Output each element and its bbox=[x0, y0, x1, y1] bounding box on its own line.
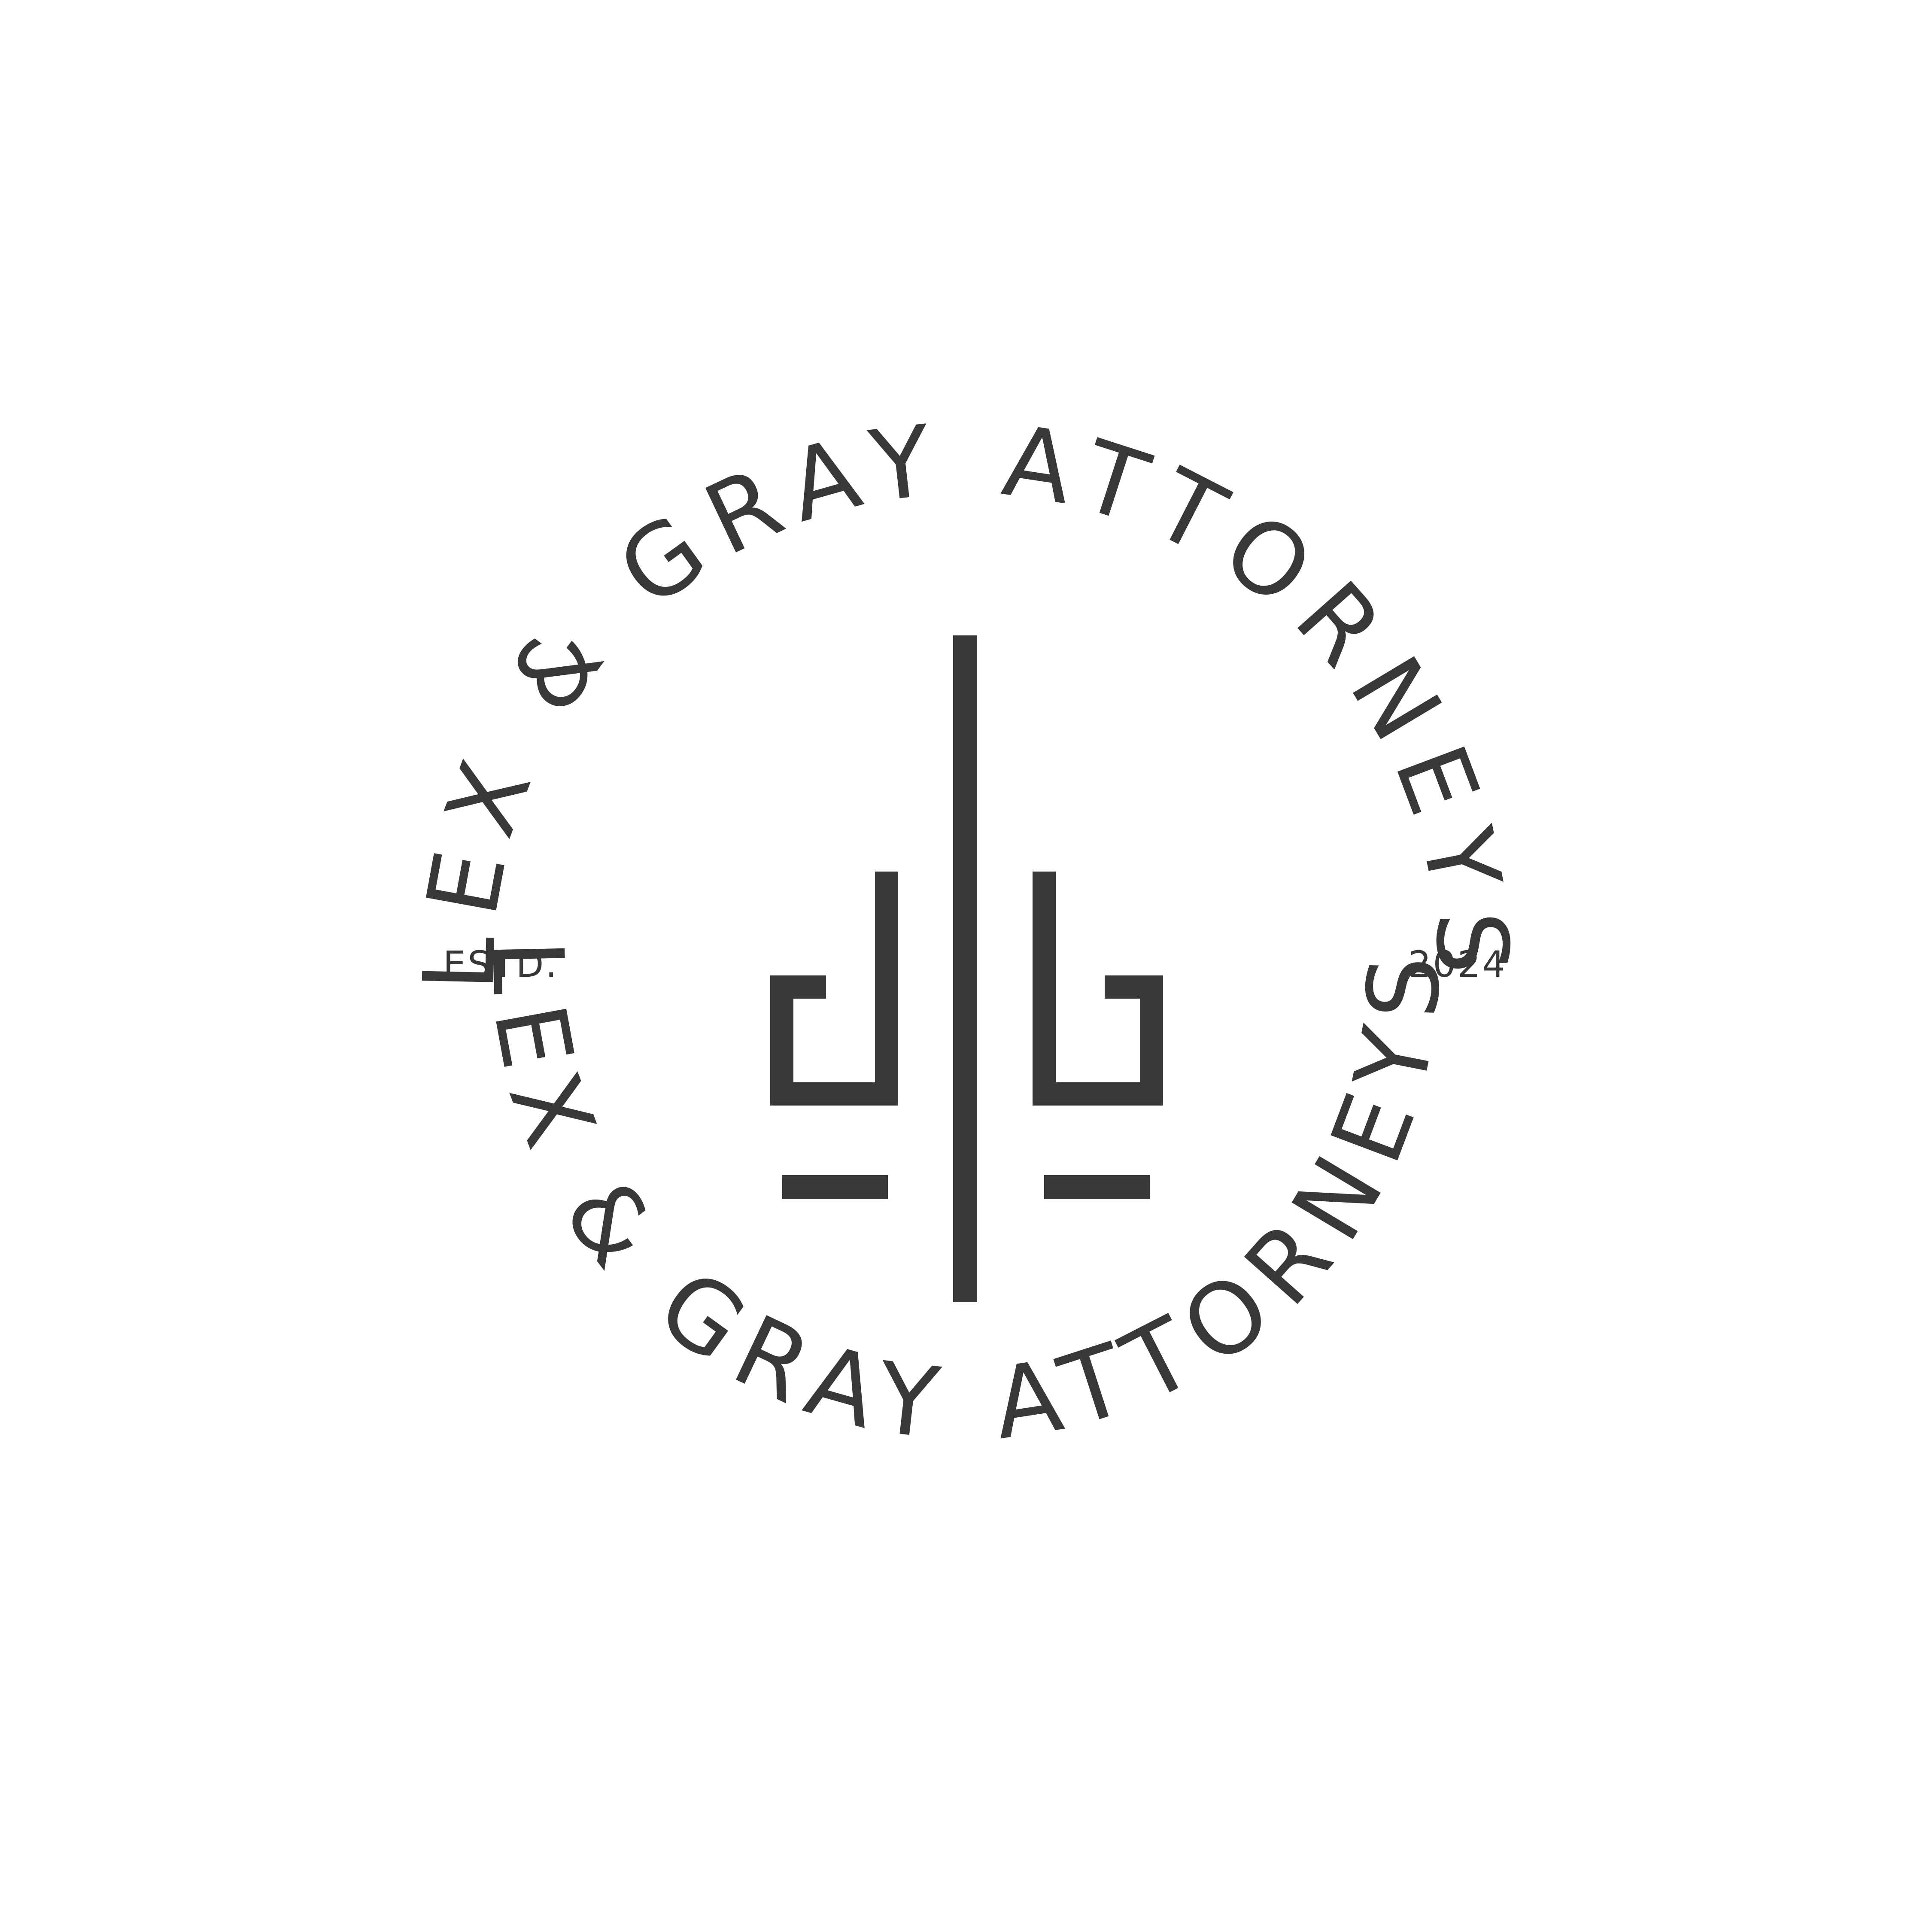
established-label: ESTD. bbox=[443, 943, 559, 985]
left-base-bar bbox=[782, 1175, 888, 1199]
right-column-glyph bbox=[1033, 872, 1163, 1106]
left-column-glyph bbox=[770, 872, 898, 1106]
established-year: 2024 bbox=[1408, 943, 1507, 985]
right-base-bar bbox=[1044, 1175, 1150, 1199]
center-column bbox=[953, 635, 977, 1302]
lg-columns-monogram-icon bbox=[770, 635, 1163, 1302]
